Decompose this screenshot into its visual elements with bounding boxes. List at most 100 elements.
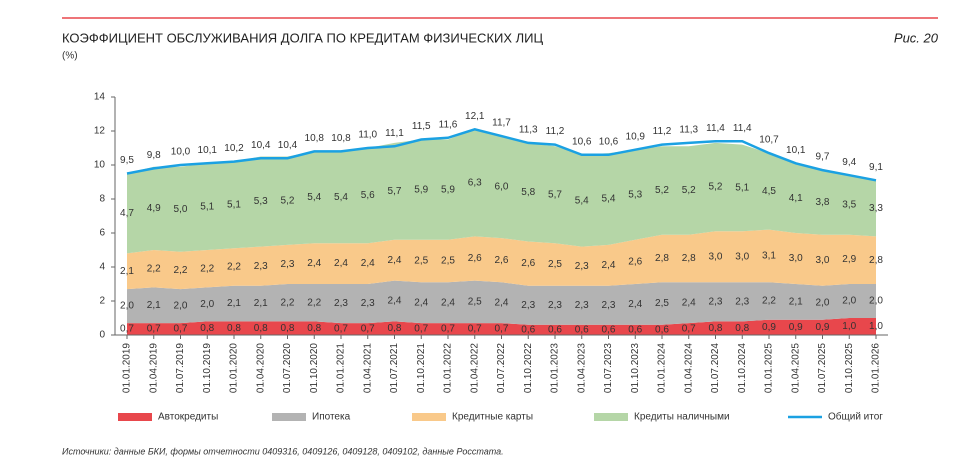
value-label: 0,7 — [495, 324, 509, 335]
value-label: 2,4 — [361, 258, 375, 269]
value-label: 0,9 — [816, 322, 830, 333]
value-label: 5,3 — [628, 189, 642, 200]
value-label: 9,7 — [816, 152, 830, 163]
value-label: 11,4 — [706, 123, 725, 134]
value-label: 2,4 — [307, 258, 321, 269]
value-label: 10,2 — [224, 143, 244, 154]
value-label: 6,3 — [468, 177, 482, 188]
value-label: 2,5 — [441, 256, 455, 267]
value-label: 0,7 — [682, 324, 696, 335]
x-tick-label: 01.01.2023 — [550, 343, 561, 393]
value-label: 4,9 — [147, 203, 161, 214]
value-label: 9,5 — [120, 155, 134, 166]
value-label: 0,7 — [147, 324, 161, 335]
value-label: 2,4 — [441, 297, 455, 308]
value-label: 10,1 — [786, 145, 806, 156]
legend-label: Автокредиты — [158, 412, 218, 423]
value-label: 2,1 — [147, 300, 161, 311]
value-label: 3,0 — [709, 251, 723, 262]
x-tick-label: 01.10.2022 — [523, 343, 534, 393]
value-label: 0,6 — [575, 325, 589, 336]
value-label: 3,0 — [816, 255, 830, 266]
y-tick-label: 4 — [99, 262, 105, 273]
x-tick-label: 01.10.2019 — [202, 343, 213, 393]
value-label: 3,8 — [816, 197, 830, 208]
x-tick-label: 01.01.2021 — [336, 343, 347, 393]
value-label: 5,2 — [709, 182, 723, 193]
value-label: 0,7 — [334, 324, 348, 335]
value-label: 2,1 — [254, 298, 268, 309]
value-label: 5,1 — [200, 201, 214, 212]
value-label: 2,6 — [468, 253, 482, 264]
value-label: 2,8 — [682, 253, 696, 264]
value-label: 5,1 — [735, 183, 749, 194]
value-label: 6,0 — [495, 182, 509, 193]
value-label: 11,5 — [412, 121, 431, 132]
legend-swatch — [118, 413, 152, 421]
value-label: 0,8 — [709, 323, 723, 334]
value-label: 10,0 — [171, 147, 191, 158]
value-label: 0,8 — [254, 323, 268, 334]
value-label: 10,1 — [198, 145, 218, 156]
value-label: 10,6 — [599, 136, 619, 147]
value-label: 0,6 — [655, 325, 669, 336]
x-tick-label: 01.07.2021 — [389, 343, 400, 393]
value-label: 2,6 — [521, 258, 535, 269]
value-label: 10,8 — [331, 133, 351, 144]
value-label: 2,0 — [816, 297, 830, 308]
x-tick-label: 01.07.2024 — [710, 343, 721, 393]
value-label: 2,4 — [495, 297, 509, 308]
value-label: 2,6 — [628, 257, 642, 268]
value-label: 4,1 — [789, 193, 803, 204]
x-tick-label: 01.10.2023 — [630, 343, 641, 393]
value-label: 5,7 — [548, 189, 562, 200]
value-label: 2,1 — [120, 266, 134, 277]
value-label: 5,4 — [334, 192, 348, 203]
area — [127, 280, 876, 325]
x-tick-label: 01.01.2026 — [871, 343, 882, 393]
value-label: 2,4 — [334, 258, 348, 269]
value-label: 10,9 — [626, 131, 646, 142]
value-label: 0,8 — [200, 323, 214, 334]
value-label: 1,0 — [842, 321, 856, 332]
legend-swatch — [272, 413, 306, 421]
value-label: 2,3 — [548, 300, 562, 311]
x-tick-label: 01.04.2020 — [255, 343, 266, 393]
value-label: 0,7 — [414, 324, 428, 335]
value-label: 2,3 — [575, 261, 589, 272]
value-label: 2,3 — [735, 296, 749, 307]
x-tick-label: 01.07.2019 — [175, 343, 186, 393]
value-label: 0,7 — [468, 324, 482, 335]
value-label: 5,2 — [281, 195, 295, 206]
value-label: 10,4 — [251, 140, 271, 151]
value-label: 0,8 — [281, 323, 295, 334]
value-label: 5,3 — [254, 196, 268, 207]
x-tick-label: 01.01.2025 — [764, 343, 775, 393]
value-label: 2,2 — [227, 262, 241, 273]
value-label: 2,4 — [628, 299, 642, 310]
x-tick-label: 01.07.2025 — [817, 343, 828, 393]
y-tick-label: 10 — [94, 160, 106, 171]
x-tick-label: 01.04.2019 — [148, 343, 159, 393]
value-label: 2,4 — [682, 297, 696, 308]
value-label: 0,8 — [227, 323, 241, 334]
x-tick-label: 01.01.2020 — [229, 343, 240, 393]
value-label: 0,7 — [120, 324, 134, 335]
value-label: 0,6 — [521, 325, 535, 336]
value-label: 12,1 — [465, 111, 485, 122]
value-label: 0,7 — [441, 324, 455, 335]
legend-label: Кредиты наличными — [634, 412, 730, 423]
value-label: 11,3 — [519, 125, 538, 136]
value-label: 2,3 — [602, 300, 616, 311]
x-tick-label: 01.10.2025 — [844, 343, 855, 393]
value-label: 2,0 — [174, 301, 188, 312]
value-label: 0,9 — [762, 322, 776, 333]
value-label: 2,2 — [762, 296, 776, 307]
value-label: 2,2 — [307, 297, 321, 308]
value-label: 4,7 — [120, 208, 134, 219]
value-label: 10,7 — [759, 135, 779, 146]
value-label: 5,4 — [307, 192, 321, 203]
source-note: Источники: данные БКИ, формы отчетности … — [62, 446, 504, 456]
value-label: 2,8 — [655, 253, 669, 264]
